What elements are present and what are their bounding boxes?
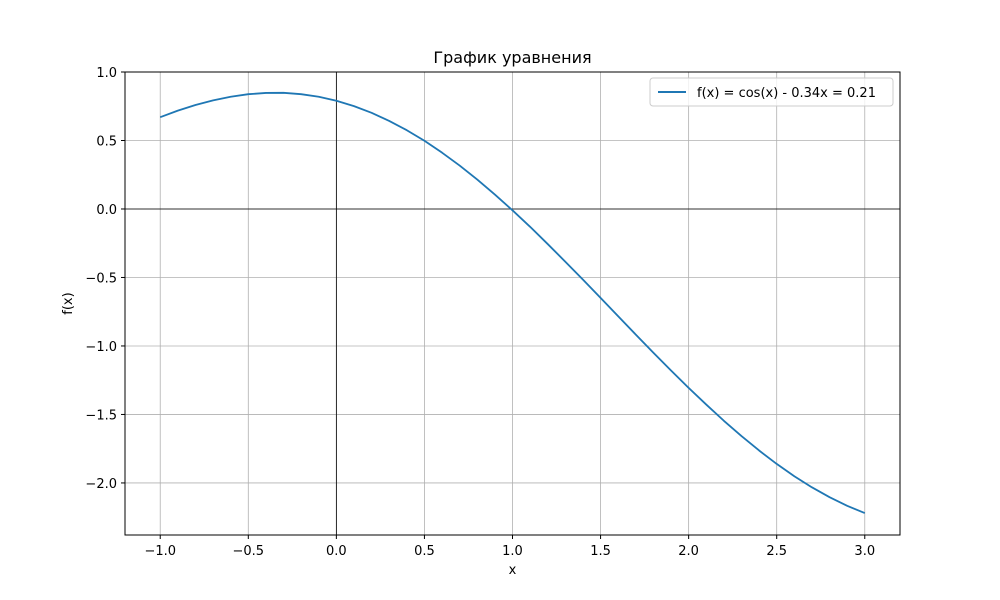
y-tick-label: 0.5: [96, 134, 117, 149]
ticks: −1.0 −0.5 0.0 0.5 1.0 1.5 2.0 2.5 3.0 −2.0 −1.5 −1.…: [85, 66, 875, 559]
zero-lines: [125, 72, 900, 535]
x-axis-label: x: [509, 563, 517, 578]
x-tick-label: −0.5: [233, 544, 265, 559]
legend-box: [649, 77, 894, 107]
legend-entry: f(x) = cos(x) - 0.34x = 0.21: [697, 86, 876, 101]
x-tick-label: 2.5: [766, 544, 787, 559]
y-axis-label: f(x): [61, 292, 76, 314]
series-layer: [159, 91, 866, 514]
y-tick-label: 0.0: [96, 203, 117, 218]
y-tick-label: −1.0: [85, 340, 117, 355]
legend: f(x) = cos(x) - 0.34x = 0.21: [649, 77, 894, 107]
y-tick-label: −2.0: [85, 477, 117, 492]
x-tick-label: 0.5: [414, 544, 435, 559]
y-tick-label: −0.5: [85, 271, 117, 286]
y-tick-label: 1.0: [96, 66, 117, 81]
x-tick-label: 3.0: [854, 544, 875, 559]
series-line: [159, 91, 866, 514]
x-tick-label: 1.5: [590, 544, 611, 559]
chart-title: График уравнения: [433, 48, 591, 67]
y-tick-label: −1.5: [85, 408, 117, 423]
x-tick-label: 0.0: [326, 544, 347, 559]
x-tick-label: −1.0: [144, 544, 176, 559]
x-tick-label: 2.0: [678, 544, 699, 559]
x-tick-label: 1.0: [502, 544, 523, 559]
